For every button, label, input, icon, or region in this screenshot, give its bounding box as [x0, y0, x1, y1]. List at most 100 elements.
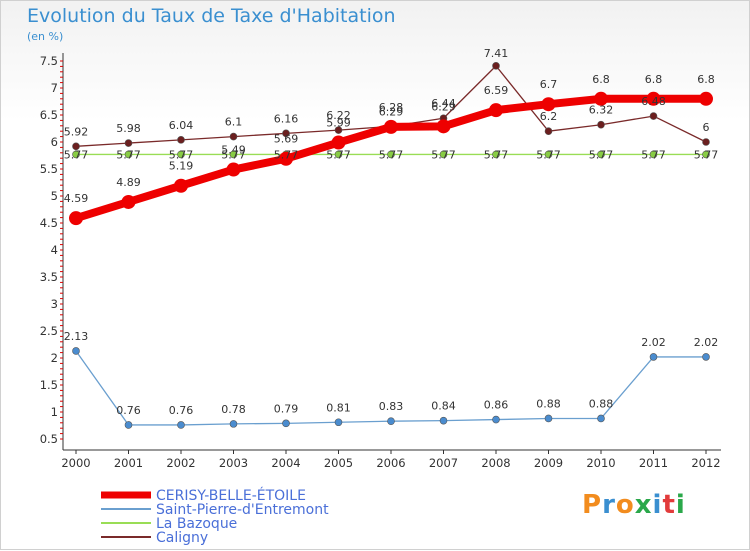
- logo-letter: i: [652, 490, 663, 520]
- series-point: [72, 142, 80, 151]
- data-label: 5.69: [274, 133, 299, 146]
- series-point: [334, 126, 343, 134]
- x-tick-label: 2008: [481, 456, 510, 470]
- data-label: 6.8: [697, 73, 715, 86]
- series-point: [544, 414, 553, 423]
- y-tick-label: 5: [51, 189, 58, 203]
- series-point: [492, 415, 500, 424]
- legend-label-2: La Bazoque: [156, 516, 237, 532]
- series-point: [489, 103, 503, 118]
- series-point: [229, 132, 238, 141]
- x-tick-label: 2003: [219, 456, 248, 470]
- data-label: 6.32: [589, 104, 614, 117]
- series-point: [594, 91, 608, 106]
- series-point: [124, 421, 133, 429]
- series-point: [229, 420, 238, 428]
- y-tick-label: 7.5: [40, 54, 58, 68]
- data-label: 6.16: [274, 112, 299, 125]
- data-label: 5.98: [116, 122, 141, 135]
- data-label: 5.77: [221, 148, 246, 161]
- data-label: 0.83: [379, 400, 404, 413]
- data-label: 6: [703, 121, 710, 134]
- data-label: 5.99: [326, 117, 351, 130]
- data-label: 5.92: [64, 125, 89, 138]
- logo-letter: r: [602, 490, 616, 520]
- data-label: 0.86: [484, 399, 509, 412]
- series-point: [334, 418, 343, 427]
- series-point: [436, 119, 451, 134]
- data-label: 4.89: [116, 176, 141, 189]
- data-label: 5.77: [431, 148, 456, 161]
- logo-letter: t: [662, 490, 676, 520]
- y-tick-label: 1: [51, 405, 58, 419]
- x-tick-label: 2012: [691, 456, 720, 470]
- data-label: 5.49: [221, 144, 246, 157]
- series-point: [649, 150, 658, 159]
- data-label: 0.76: [169, 404, 194, 417]
- data-label: 6.48: [641, 95, 666, 108]
- logo-letter: x: [634, 490, 653, 520]
- y-tick-label: 6: [51, 135, 58, 149]
- series-point: [597, 150, 605, 159]
- x-tick-label: 2009: [534, 456, 563, 470]
- series-point: [597, 120, 605, 129]
- chart-subtitle: (en %): [27, 30, 64, 43]
- legend-label-0: CERISY-BELLE-ÉTOILE: [156, 487, 306, 504]
- data-label: 4.59: [64, 192, 89, 205]
- y-tick-label: 2.5: [40, 324, 58, 338]
- x-tick-label: 2001: [114, 456, 143, 470]
- x-tick-label: 2000: [61, 456, 90, 470]
- y-tick-label: 4: [51, 243, 58, 257]
- data-label: 0.81: [326, 401, 351, 414]
- logo-letter: P: [582, 490, 603, 520]
- data-label: 0.88: [589, 397, 614, 410]
- series-point: [387, 150, 395, 159]
- y-tick-label: 2: [51, 351, 58, 365]
- y-tick-label: 7: [51, 81, 58, 95]
- y-tick-label: 5.5: [40, 162, 58, 176]
- data-label: 5.77: [641, 148, 666, 161]
- chart-title: Evolution du Taux de Taxe d'Habitation: [27, 5, 396, 27]
- data-label: 5.77: [64, 148, 89, 161]
- series-point: [226, 162, 241, 177]
- series-point: [121, 194, 136, 209]
- data-label: 2.02: [641, 336, 666, 349]
- series-point: [702, 138, 710, 146]
- series-point: [384, 119, 398, 134]
- series-point: [492, 150, 500, 159]
- series-point: [282, 129, 290, 138]
- data-label: 6.28: [379, 101, 404, 114]
- series-point: [177, 150, 185, 159]
- series-point: [72, 347, 80, 355]
- y-tick-label: 1.5: [40, 378, 58, 392]
- data-label: 6.8: [645, 73, 663, 86]
- x-tick-label: 2010: [586, 456, 615, 470]
- data-label: 6.04: [169, 119, 194, 132]
- data-label: 5.77: [536, 148, 561, 161]
- data-label: 0.84: [431, 400, 456, 413]
- data-label: 0.88: [536, 397, 561, 410]
- y-tick-label: 4.5: [40, 216, 58, 230]
- series-point: [124, 139, 133, 147]
- data-label: 6.44: [431, 97, 456, 110]
- series-point: [492, 62, 500, 70]
- x-tick-label: 2004: [271, 456, 300, 470]
- data-label: 0.78: [221, 403, 246, 416]
- proxiti-logo: Proxiti: [582, 490, 686, 520]
- data-label: 6.1: [225, 116, 243, 129]
- data-label: 5.77: [274, 148, 299, 161]
- data-label: 6.22: [326, 109, 351, 122]
- series-point: [699, 91, 713, 106]
- x-tick-label: 2006: [376, 456, 405, 470]
- series-point: [544, 127, 553, 135]
- series-point: [649, 112, 658, 120]
- series-point: [177, 421, 185, 429]
- data-label: 6.7: [540, 78, 558, 91]
- series-point: [229, 150, 238, 159]
- series-point: [646, 91, 661, 106]
- series-point: [177, 136, 185, 144]
- series-point: [387, 417, 395, 425]
- series-point: [72, 150, 80, 159]
- data-label: 5.77: [326, 148, 351, 161]
- data-label: 5.77: [694, 148, 719, 161]
